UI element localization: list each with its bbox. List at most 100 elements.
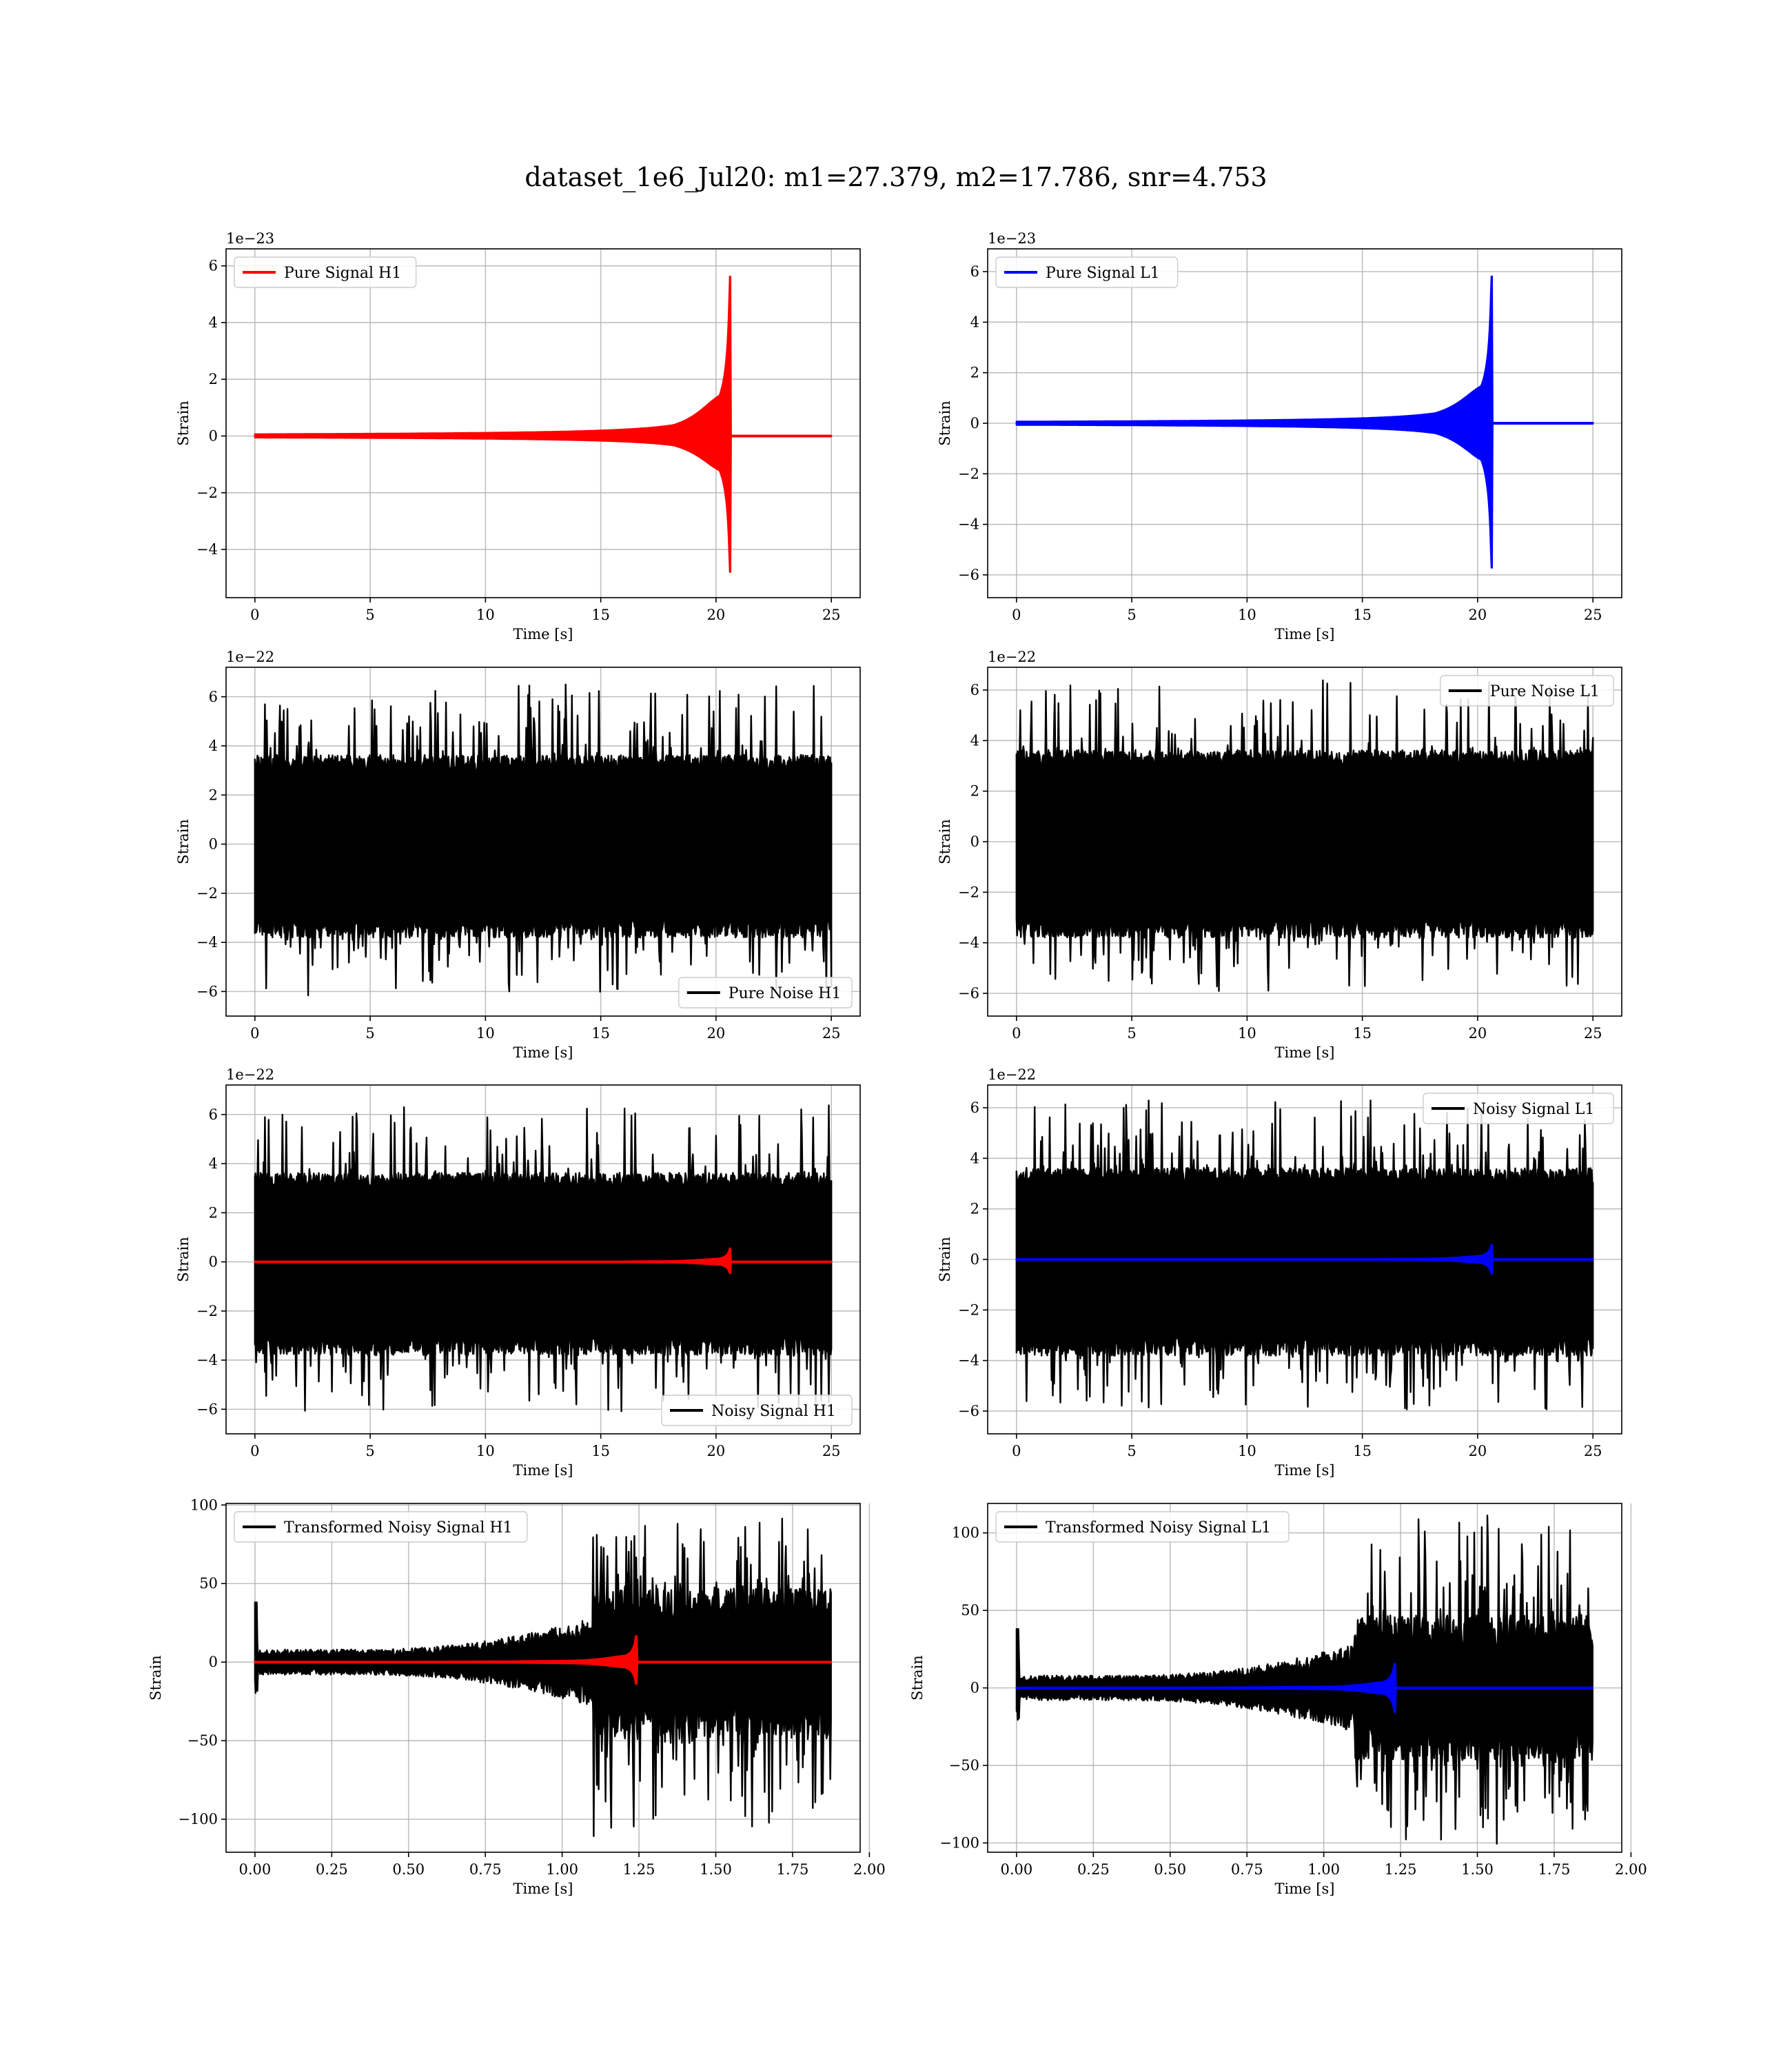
y-tick-label: 2 xyxy=(209,787,218,803)
y-offset-label: 1e−22 xyxy=(226,649,274,665)
series-group xyxy=(1015,679,1594,992)
y-tick-label: 100 xyxy=(952,1525,979,1541)
y-tick-label: 0 xyxy=(970,833,979,850)
x-tick-label: 20 xyxy=(1469,607,1487,623)
legend-box xyxy=(995,1511,1290,1543)
y-tick-label: −4 xyxy=(196,1352,218,1368)
axes-frame xyxy=(225,1084,861,1435)
series-1-trace xyxy=(254,1104,833,1412)
x-tick-label: 1.75 xyxy=(1538,1861,1571,1878)
legend: Transformed Noisy Signal H1 xyxy=(234,1511,528,1543)
x-axis-label: Time [s] xyxy=(513,1881,573,1897)
legend-label: Pure Signal H1 xyxy=(284,265,401,282)
x-tick-label: 25 xyxy=(822,1443,841,1459)
x-tick-label: 0 xyxy=(1012,1443,1021,1459)
y-tick-label: 100 xyxy=(190,1497,218,1513)
legend: Pure Noise L1 xyxy=(1440,675,1614,707)
x-tick-label: 1.25 xyxy=(623,1861,655,1878)
x-tick-label: 2.00 xyxy=(1615,1861,1647,1878)
y-tick-label: 2 xyxy=(970,1201,979,1217)
y-tick-label: 0 xyxy=(970,1251,979,1268)
y-offset-label: 1e−23 xyxy=(988,230,1036,247)
y-tick-label: −4 xyxy=(196,541,218,558)
legend-box xyxy=(234,256,417,288)
legend-label: Transformed Noisy Signal H1 xyxy=(284,1519,513,1537)
x-axis-label: Time [s] xyxy=(513,626,573,642)
y-tick-label: 6 xyxy=(970,682,979,698)
x-tick-label: 0.25 xyxy=(1077,1861,1110,1878)
y-tick-label: 0 xyxy=(970,415,979,432)
x-tick-label: 15 xyxy=(1353,607,1372,623)
x-tick-label: 1.00 xyxy=(1307,1861,1340,1878)
legend-label: Noisy Signal H1 xyxy=(711,1403,836,1420)
legend-box xyxy=(995,256,1179,288)
x-tick-label: 5 xyxy=(1127,1443,1136,1459)
x-tick-label: 5 xyxy=(1127,607,1136,623)
subplot-7: 0.00 0.25 0.50 0.75 1.00 1.25 1.50 1.75 2.00 −100… xyxy=(147,1497,886,1897)
x-tick-label: 10 xyxy=(1238,607,1256,623)
x-tick-label: 0.75 xyxy=(1231,1861,1263,1878)
legend-label: Pure Noise H1 xyxy=(729,985,842,1002)
x-tick-label: 20 xyxy=(1469,1025,1487,1042)
y-tick-label: 2 xyxy=(970,365,979,381)
y-axis-label: Strain xyxy=(175,819,192,864)
x-tick-label: 25 xyxy=(1584,1443,1602,1459)
x-tick-label: 1.00 xyxy=(546,1861,578,1878)
legend-label: Pure Noise L1 xyxy=(1490,683,1600,700)
y-tick-label: −2 xyxy=(196,485,218,501)
x-tick-label: 20 xyxy=(707,1443,726,1459)
y-tick-label: −4 xyxy=(958,1352,979,1369)
y-tick-label: −4 xyxy=(958,935,979,951)
x-tick-label: 5 xyxy=(1127,1025,1136,1042)
x-tick-label: 5 xyxy=(365,1443,374,1459)
y-tick-label: 2 xyxy=(970,783,979,800)
y-tick-label: −2 xyxy=(958,1301,979,1318)
x-tick-label: 1.50 xyxy=(700,1861,732,1878)
y-offset-label: 1e−22 xyxy=(226,1066,274,1083)
x-tick-label: 0 xyxy=(250,1443,259,1459)
x-tick-label: 0.00 xyxy=(239,1861,272,1878)
y-tick-label: 4 xyxy=(970,314,979,330)
y-tick-label: 6 xyxy=(209,258,218,274)
x-tick-label: 15 xyxy=(591,1025,610,1042)
figure-title: dataset_1e6_Jul20: m1=27.379, m2=17.786,… xyxy=(525,162,1267,193)
x-tick-label: 15 xyxy=(1353,1443,1372,1459)
x-tick-label: 15 xyxy=(591,1443,610,1459)
subplot-8: 0.00 0.25 0.50 0.75 1.00 1.25 1.50 1.75 2.00 −100… xyxy=(909,1503,1647,1897)
y-tick-label: 6 xyxy=(970,263,979,280)
x-tick-label: 10 xyxy=(1238,1443,1256,1459)
legend-box xyxy=(661,1395,853,1426)
axes-frame xyxy=(225,1503,861,1853)
y-axis-label: Strain xyxy=(909,1655,926,1701)
legend: Noisy Signal L1 xyxy=(1423,1093,1614,1124)
x-tick-label: 0 xyxy=(250,1025,259,1042)
y-tick-label: −4 xyxy=(958,516,979,533)
series-1-trace xyxy=(1015,679,1594,992)
y-axis-label: Strain xyxy=(937,1237,953,1282)
axes-frame xyxy=(225,667,861,1017)
y-tick-label: 6 xyxy=(209,689,218,705)
x-tick-label: 20 xyxy=(707,1025,726,1042)
y-tick-label: −6 xyxy=(958,985,979,1002)
y-tick-label: 0 xyxy=(209,836,218,853)
y-tick-label: −6 xyxy=(958,567,979,583)
y-tick-label: 2 xyxy=(209,371,218,387)
y-tick-label: 4 xyxy=(209,314,218,331)
y-tick-label: 0 xyxy=(209,1254,218,1270)
axes-frame xyxy=(225,248,861,598)
x-tick-label: 15 xyxy=(1353,1025,1372,1042)
legend-label: Transformed Noisy Signal L1 xyxy=(1046,1519,1271,1537)
legend-box xyxy=(1440,675,1614,707)
legend-label: Pure Signal L1 xyxy=(1046,265,1160,282)
x-tick-label: 10 xyxy=(1238,1025,1256,1042)
y-tick-label: −6 xyxy=(958,1403,979,1419)
plot-area xyxy=(226,249,860,598)
y-tick-label: −50 xyxy=(949,1757,979,1774)
x-tick-label: 2.00 xyxy=(853,1861,886,1878)
y-tick-label: −2 xyxy=(958,465,979,482)
x-tick-label: 10 xyxy=(476,1025,495,1042)
legend: Transformed Noisy Signal L1 xyxy=(995,1511,1290,1543)
series-1-trace xyxy=(1015,275,1594,569)
series-group xyxy=(254,1517,832,1837)
x-tick-label: 0.00 xyxy=(1001,1861,1033,1878)
